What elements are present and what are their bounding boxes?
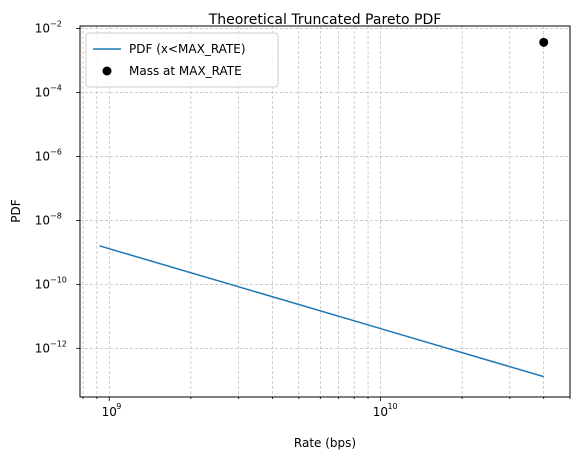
y-tick-label: 10: [35, 149, 50, 163]
y-tick-label: 10: [35, 22, 50, 36]
y-tick-label: 10: [35, 85, 50, 99]
x-tick-label: 10: [102, 405, 117, 419]
x-tick-label: 10: [373, 405, 388, 419]
y-tick-label: 10: [35, 341, 50, 355]
y-tick-exponent: −6: [50, 147, 62, 156]
y-tick-exponent: −4: [50, 83, 62, 92]
legend-point-swatch: [102, 66, 112, 76]
series-layer: [99, 37, 549, 378]
chart-title: Theoretical Truncated Pareto PDF: [208, 12, 442, 28]
x-tick-exponent: 10: [387, 402, 397, 411]
legend-entry-mass: Mass at MAX_RATE: [129, 64, 242, 78]
x-axis-label: Rate (bps): [294, 436, 356, 450]
y-tick-label: 10: [35, 213, 50, 227]
series-line-pdf: [99, 245, 544, 378]
y-tick-label: 10: [35, 277, 50, 291]
y-tick-exponent: −10: [50, 275, 67, 284]
x-tick-exponent: 9: [116, 402, 121, 411]
legend-entry-pdf: PDF (x<MAX_RATE): [129, 42, 246, 56]
y-tick-exponent: −2: [50, 20, 62, 29]
y-tick-exponent: −8: [50, 211, 62, 220]
legend-frame: [85, 32, 279, 88]
plot-frame: [79, 25, 571, 398]
y-tick-exponent: −12: [50, 339, 67, 348]
grid: [80, 26, 571, 397]
series-point-mass: [539, 37, 549, 47]
legend: PDF (x<MAX_RATE) Mass at MAX_RATE: [85, 32, 279, 88]
y-axis-label: PDF: [9, 199, 23, 222]
